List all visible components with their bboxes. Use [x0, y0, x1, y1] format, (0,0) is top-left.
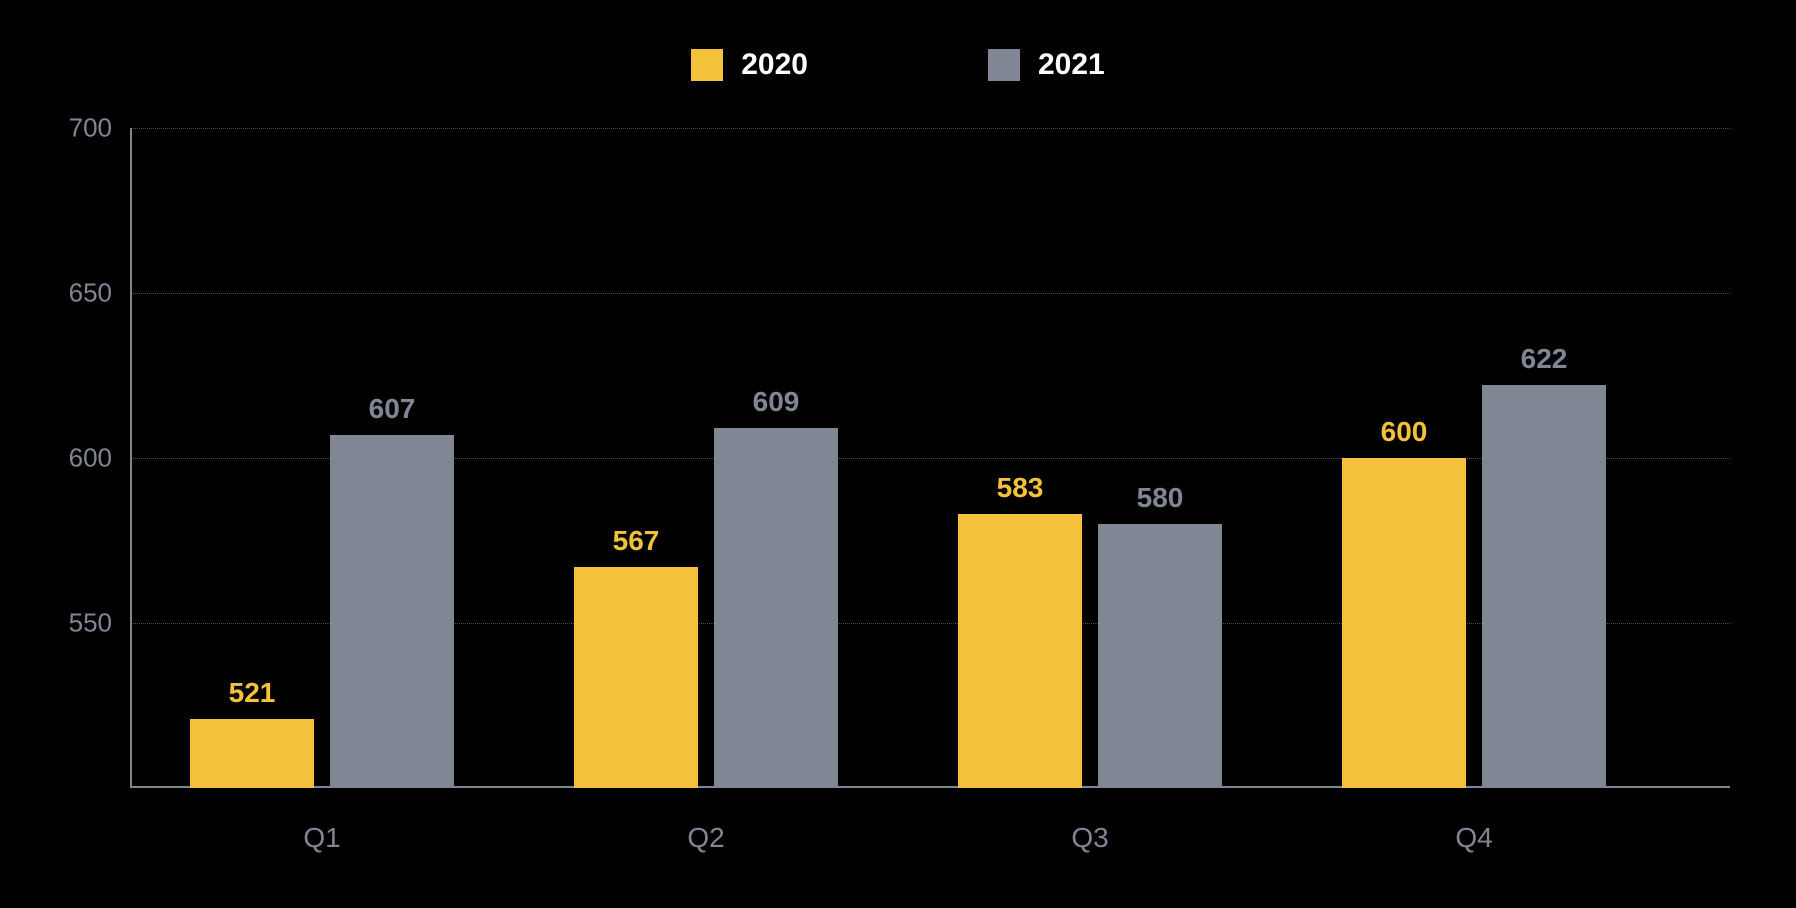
bar-2021-Q2: 609: [714, 428, 838, 788]
x-tick: Q3: [1071, 822, 1108, 854]
bar-value-label: 600: [1381, 416, 1428, 448]
bar-chart: 20202021 550600650700Q1521607Q2567609Q35…: [0, 0, 1796, 908]
y-tick: 550: [69, 608, 112, 639]
y-axis-line: [130, 128, 132, 788]
gridline: [130, 128, 1730, 129]
y-tick: 600: [69, 443, 112, 474]
bar-2020-Q3: 583: [958, 514, 1082, 788]
x-tick: Q4: [1455, 822, 1492, 854]
bar-2021-Q1: 607: [330, 435, 454, 788]
y-tick: 700: [69, 113, 112, 144]
legend-label: 2020: [741, 48, 808, 82]
legend-item-2021: 2021: [988, 48, 1105, 82]
bar-2020-Q1: 521: [190, 719, 314, 788]
x-tick: Q1: [303, 822, 340, 854]
y-tick: 650: [69, 278, 112, 309]
bar-value-label: 521: [229, 677, 276, 709]
bar-value-label: 622: [1521, 343, 1568, 375]
bar-2020-Q4: 600: [1342, 458, 1466, 788]
bar-value-label: 567: [613, 525, 660, 557]
bar-value-label: 580: [1137, 482, 1184, 514]
bar-2021-Q4: 622: [1482, 385, 1606, 788]
bar-2021-Q3: 580: [1098, 524, 1222, 788]
gridline: [130, 293, 1730, 294]
plot-area: 550600650700Q1521607Q2567609Q3583580Q460…: [130, 128, 1730, 788]
legend-item-2020: 2020: [691, 48, 808, 82]
legend-label: 2021: [1038, 48, 1105, 82]
legend-swatch-icon: [988, 49, 1020, 81]
x-tick: Q2: [687, 822, 724, 854]
bar-2020-Q2: 567: [574, 567, 698, 788]
legend-swatch-icon: [691, 49, 723, 81]
bar-value-label: 609: [753, 386, 800, 418]
bar-value-label: 607: [369, 393, 416, 425]
bar-value-label: 583: [997, 472, 1044, 504]
legend: 2020 2021: [0, 48, 1796, 82]
